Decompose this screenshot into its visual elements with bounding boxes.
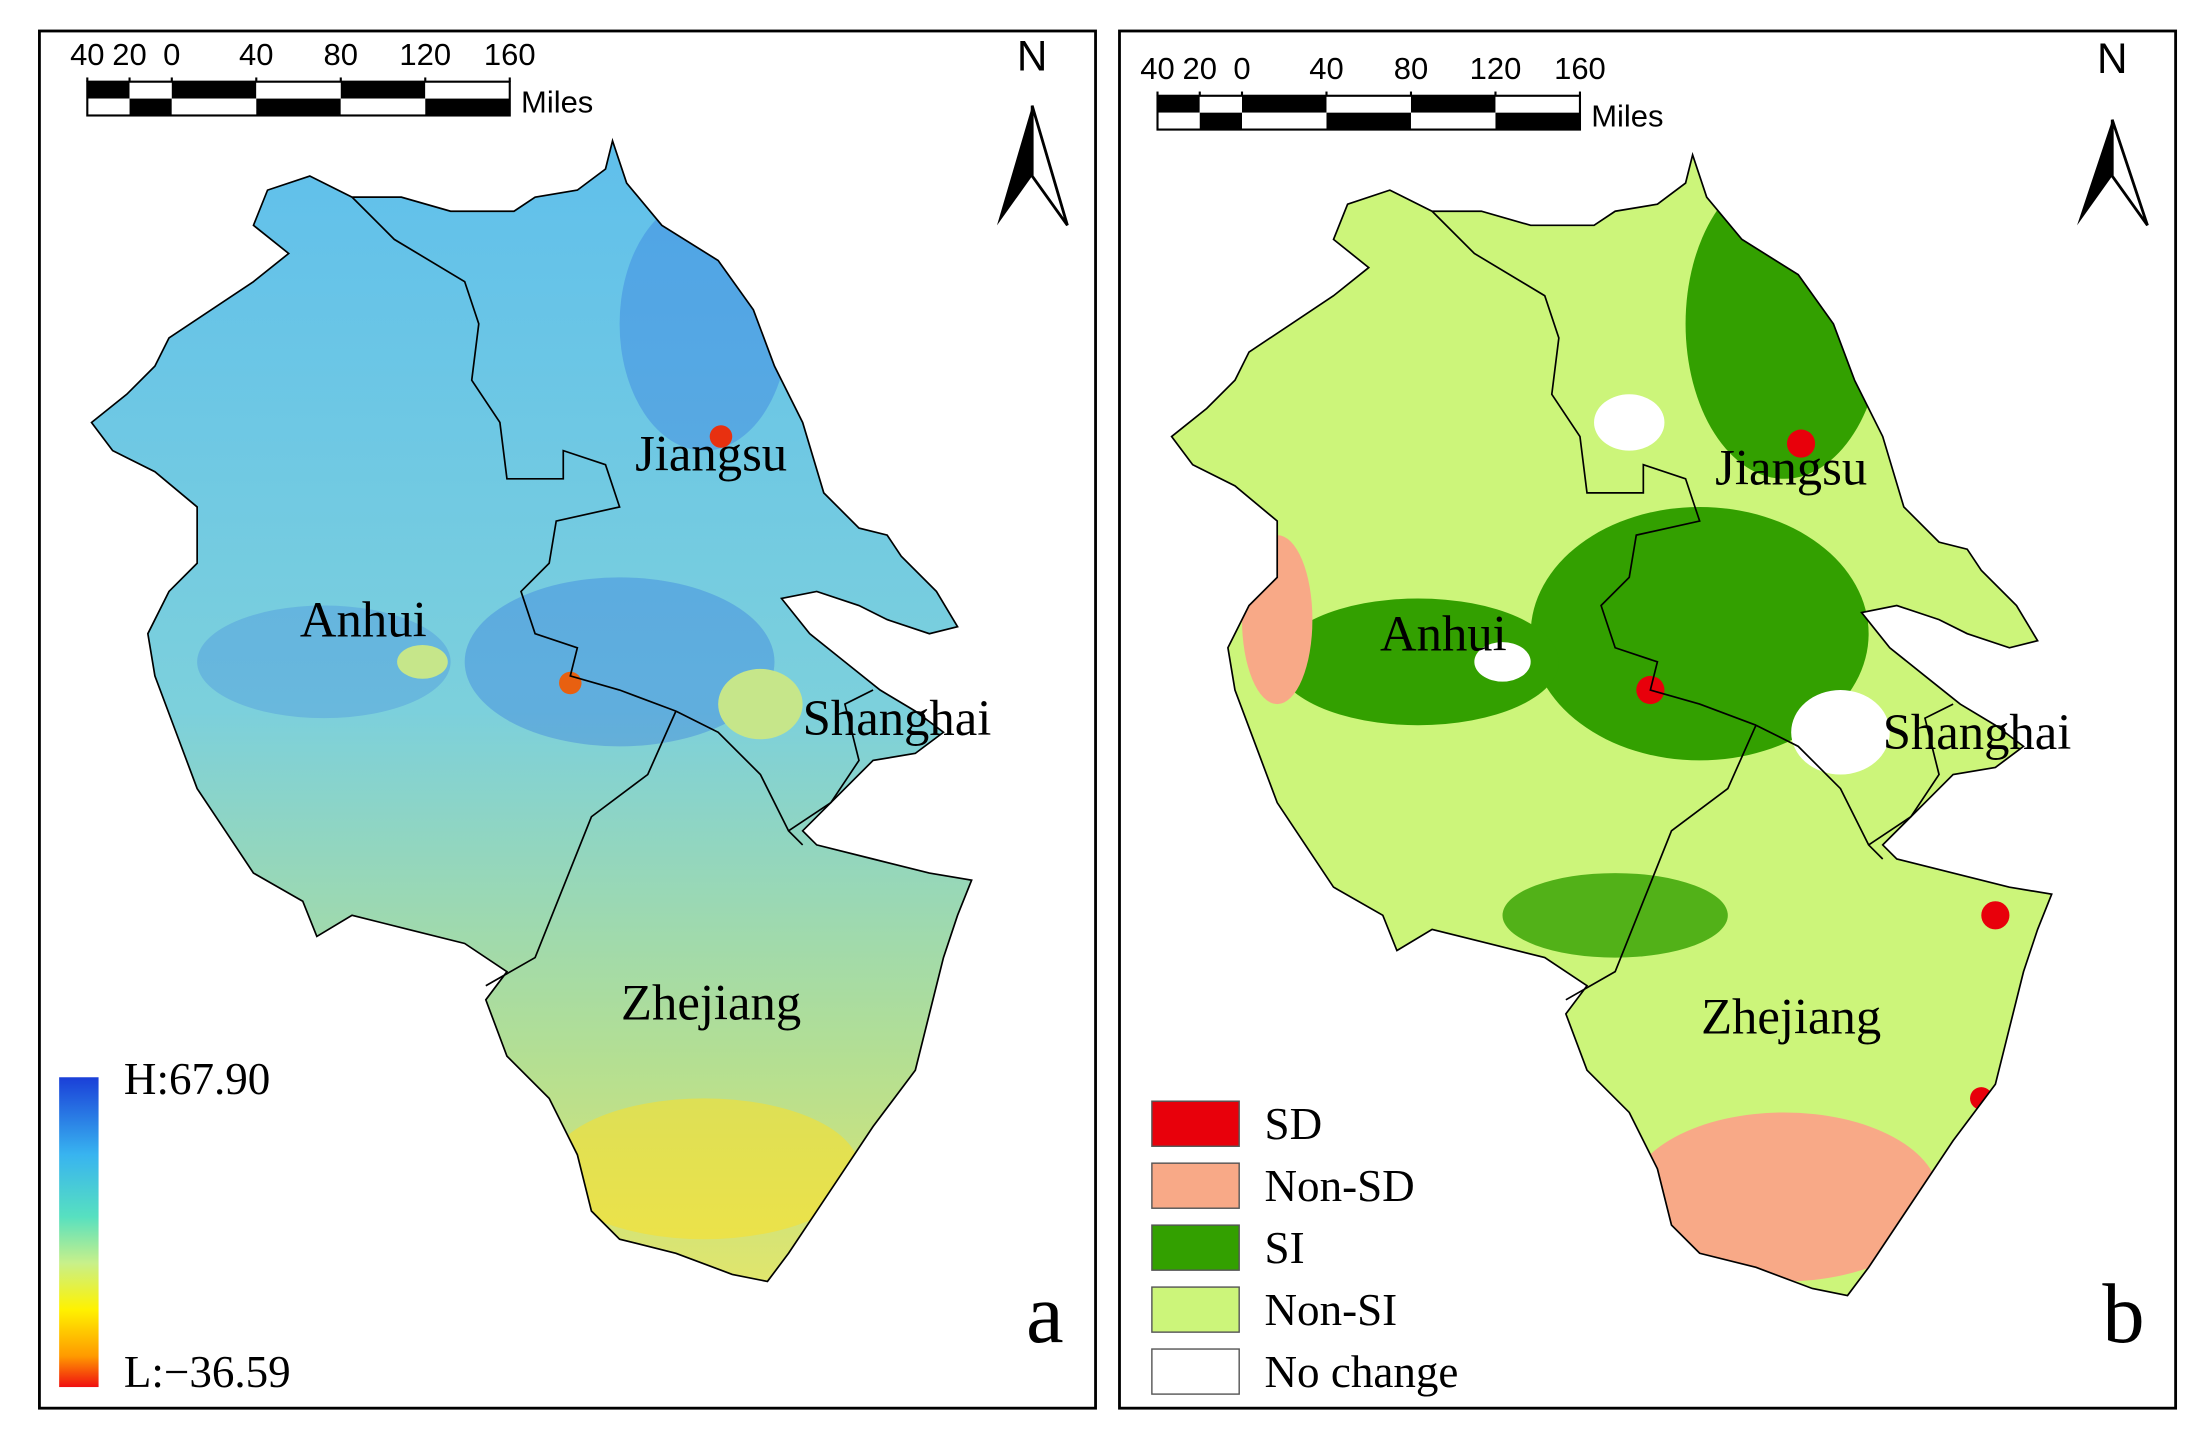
map-area — [709, 425, 733, 448]
scale-segment — [1242, 95, 1327, 113]
lake — [397, 644, 448, 679]
map-area — [1981, 901, 2010, 930]
map-area — [1970, 1087, 1993, 1110]
legend: SD Non-SD SI Non-SI No change — [1151, 1099, 1459, 1397]
legend-label: SD — [1265, 1099, 1323, 1149]
scale-tick-label: 80 — [1394, 51, 1428, 86]
legend-low: L:−36.59 — [124, 1347, 291, 1397]
lake — [1791, 690, 1890, 775]
region-label: Shanghai — [1883, 704, 2072, 760]
panel-letter: b — [2102, 1268, 2144, 1361]
scale-unit: Miles — [521, 85, 593, 120]
scale-segment — [87, 81, 130, 99]
map-area — [1629, 1112, 1940, 1282]
legend-swatch — [1151, 1224, 1240, 1271]
region-label: Jiangsu — [635, 425, 787, 481]
scale-segment — [1242, 112, 1327, 130]
scale-segment — [256, 98, 341, 116]
scale-segment — [1410, 112, 1496, 130]
scale-segment — [1326, 95, 1411, 113]
legend-swatch — [1151, 1162, 1240, 1209]
panel-frame — [1118, 29, 2178, 1410]
panel-frame — [38, 29, 1097, 1410]
legend: H:67.90 L:−36.59 — [59, 1054, 291, 1397]
scale-segment — [425, 81, 510, 99]
region-label: Zhejiang — [1701, 989, 1881, 1045]
legend-label: SI — [1265, 1223, 1305, 1273]
panel-letter: a — [1026, 1268, 1064, 1361]
map-area — [619, 197, 789, 451]
legend-label: Non-SD — [1265, 1161, 1415, 1211]
scale-segment — [1199, 95, 1242, 113]
north-label: N — [2097, 35, 2128, 82]
scale-segment — [1199, 112, 1242, 130]
scale-segment — [1326, 112, 1411, 130]
north-arrow — [996, 105, 1069, 227]
map-area — [464, 577, 775, 747]
scale-tick-label: 80 — [324, 37, 358, 72]
scale-tick-label: 160 — [484, 37, 536, 72]
region-label: Anhui — [300, 592, 427, 648]
legend-label: Non-SI — [1265, 1285, 1398, 1335]
scale-tick-label: 20 — [1183, 51, 1217, 86]
scale-tick-label: 40 — [1309, 51, 1343, 86]
panel: Nb Jiangsu Anhui Shanghai Zhejiang 40 20 0 40 80 1… — [1140, 35, 2144, 1397]
legend-swatch — [1151, 1348, 1240, 1395]
scale-tick-label: 40 — [239, 37, 273, 72]
scale-segment — [87, 98, 130, 116]
scale-segment — [425, 98, 510, 116]
map-area — [1685, 168, 1883, 479]
scale-segment — [1495, 112, 1580, 130]
scale-frame — [86, 80, 511, 117]
region-label: Zhejiang — [621, 975, 801, 1031]
scale-tick-label: 0 — [163, 37, 180, 72]
scale-segment — [129, 81, 172, 99]
legend-swatch — [1151, 1286, 1240, 1333]
map-area — [197, 605, 451, 719]
legend-swatch — [1151, 1100, 1240, 1147]
north-arrow — [2077, 119, 2149, 227]
map-area — [1530, 506, 1869, 761]
scale-segment — [171, 98, 257, 116]
scale-tick-label: 120 — [1470, 51, 1522, 86]
scale-tick-label: 20 — [112, 37, 146, 72]
north-label: N — [1017, 32, 1048, 79]
scale-tick-label: 40 — [1140, 51, 1174, 86]
map-area — [549, 1098, 859, 1240]
scale-tick-label: 120 — [399, 37, 451, 72]
map-area — [1786, 429, 1816, 458]
scale-segment — [1495, 95, 1580, 113]
scale-tick-label: 0 — [1233, 51, 1250, 86]
scale-segment — [1410, 95, 1496, 113]
legend-label: No change — [1265, 1347, 1459, 1397]
scale-segment — [1157, 95, 1200, 113]
scale-segment — [340, 81, 426, 99]
scale-segment — [1157, 112, 1200, 130]
color-ramp — [59, 1077, 99, 1388]
scale-segment — [171, 81, 257, 99]
scale-segment — [340, 98, 426, 116]
scale-tick-label: 160 — [1554, 51, 1606, 86]
map-area — [1502, 873, 1728, 958]
region-label: Anhui — [1380, 606, 1507, 662]
lake — [1474, 642, 1531, 682]
scale-tick-label: 40 — [70, 37, 104, 72]
scale-unit: Miles — [1591, 99, 1663, 134]
map-area — [1277, 598, 1559, 726]
scale-segment — [129, 98, 172, 116]
scale-segment — [256, 81, 341, 99]
region-label: Jiangsu — [1715, 439, 1867, 495]
legend-high: H:67.90 — [124, 1054, 270, 1104]
lake — [718, 668, 803, 740]
lake — [1594, 394, 1665, 451]
region-label: Shanghai — [803, 690, 992, 746]
scale-bar: 40 20 0 40 80 120 160 Miles — [1140, 51, 1663, 134]
scale-frame — [1156, 94, 1582, 131]
